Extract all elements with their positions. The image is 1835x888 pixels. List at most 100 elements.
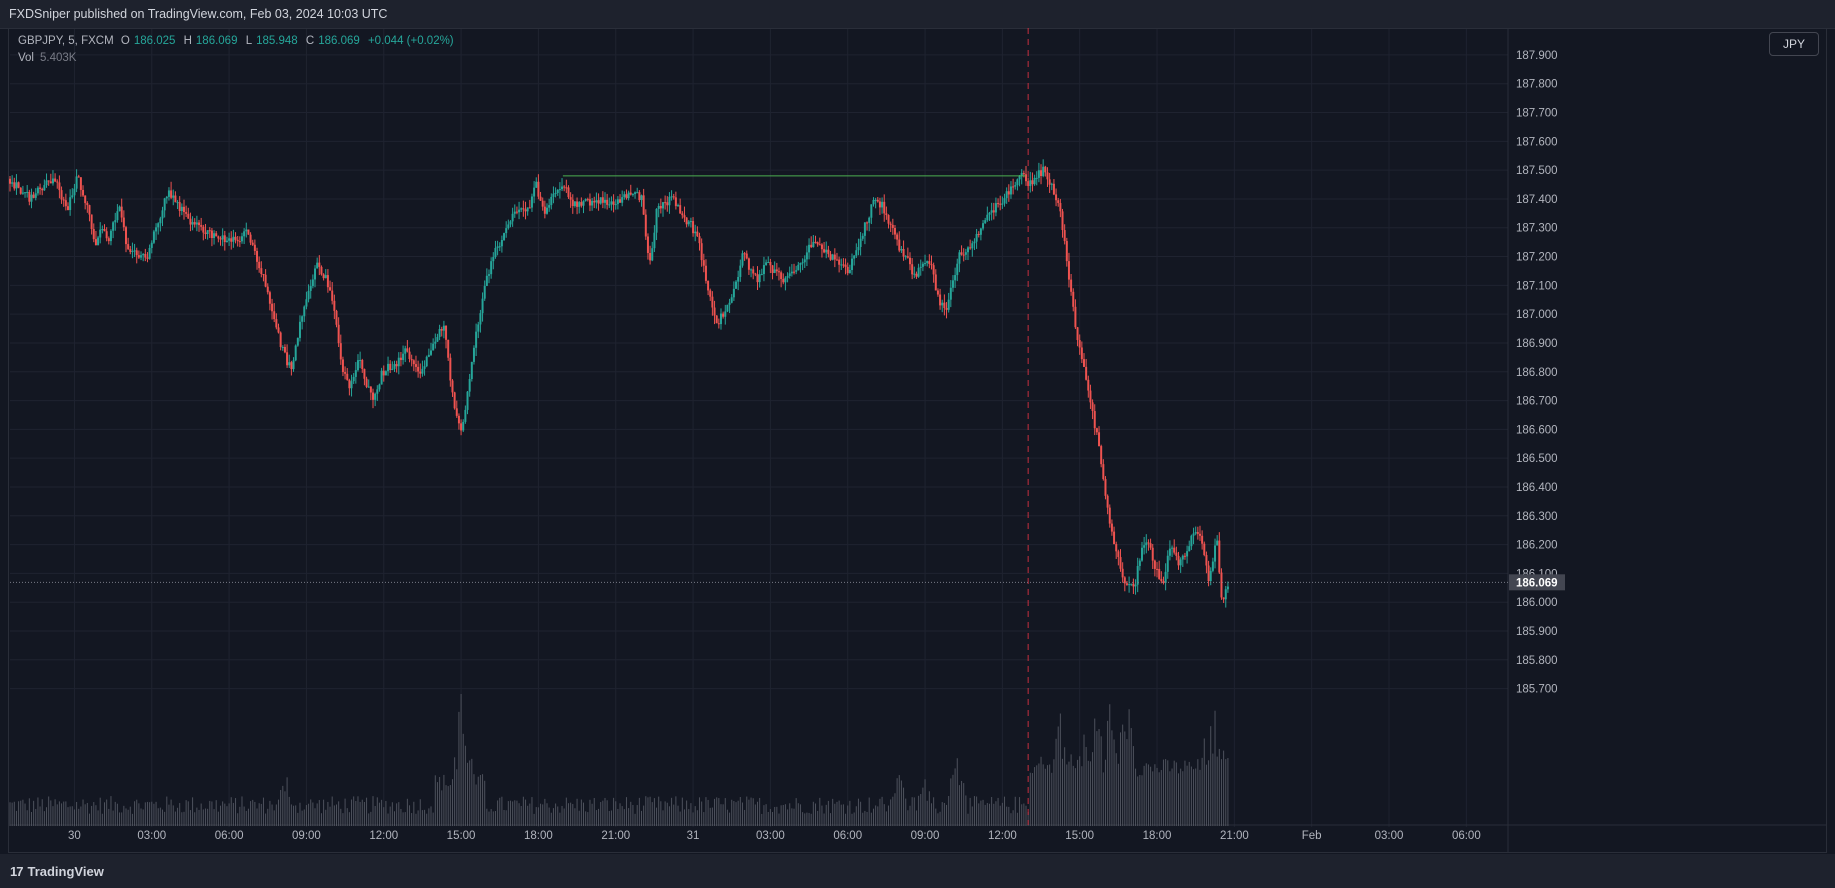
- candle-body: [866, 222, 869, 224]
- candle-body: [1125, 583, 1128, 585]
- candle-body: [750, 269, 753, 271]
- candle-body: [679, 205, 682, 214]
- candle-body: [960, 252, 963, 255]
- candle-body: [743, 253, 746, 255]
- candle-body: [1033, 177, 1036, 185]
- candle-body: [1102, 464, 1105, 480]
- candle-body: [835, 259, 838, 261]
- candle-body: [885, 213, 888, 216]
- symbol-name[interactable]: GBPJPY, 5, FXCM: [18, 35, 114, 47]
- candle-body: [728, 302, 731, 305]
- candle-body: [889, 223, 892, 225]
- candle-body: [1005, 191, 1008, 199]
- candle-body: [1117, 551, 1120, 558]
- candle-body: [427, 354, 430, 357]
- candle-body: [911, 264, 914, 275]
- candle-body: [586, 199, 589, 201]
- published-info: FXDSniper published on TradingView.com, …: [9, 7, 388, 21]
- candle-body: [490, 261, 493, 275]
- candle-body: [909, 257, 912, 265]
- x-tick-label: 03:00: [1375, 830, 1404, 842]
- candle-body: [576, 201, 579, 207]
- candle-body: [533, 187, 536, 197]
- tradingview-logo[interactable]: 17 TradingView: [10, 864, 104, 879]
- candle-body: [204, 232, 207, 235]
- candle-body: [41, 188, 44, 191]
- candle-body: [71, 195, 74, 198]
- candle-body: [215, 233, 218, 237]
- candle-body: [1055, 194, 1058, 201]
- candle-body: [825, 249, 828, 253]
- candle-body: [43, 185, 46, 191]
- x-tick-label: 15:00: [1065, 830, 1094, 842]
- candle-body: [367, 386, 370, 388]
- candle-body: [481, 298, 484, 314]
- candle-body: [253, 244, 256, 251]
- candle-body: [818, 244, 821, 246]
- candle-body: [805, 252, 808, 260]
- candle-body: [1149, 543, 1152, 548]
- volume-bars: [9, 694, 1229, 826]
- candle-body: [881, 201, 884, 208]
- close-label: C: [305, 35, 315, 47]
- candle-body: [492, 257, 495, 262]
- y-tick-label: 187.000: [1516, 309, 1558, 321]
- candle-body: [775, 269, 778, 272]
- candle-body: [571, 199, 574, 207]
- candle-body: [129, 249, 132, 252]
- candle-body: [466, 391, 469, 410]
- candle-body: [681, 213, 684, 216]
- candle-body: [674, 197, 677, 207]
- candle-body: [591, 200, 594, 206]
- candle-body: [747, 258, 750, 270]
- candle-body: [1106, 495, 1109, 508]
- candle-body: [107, 238, 110, 242]
- candle-body: [573, 201, 576, 207]
- candle-body: [314, 268, 317, 280]
- candle-body: [829, 254, 832, 260]
- x-tick-label: 12:00: [369, 830, 398, 842]
- candle-body: [812, 241, 815, 248]
- candle-body: [1168, 548, 1171, 556]
- candle-body: [221, 235, 224, 240]
- candle-body: [707, 280, 710, 291]
- candle-body: [339, 343, 342, 360]
- candle-body: [105, 231, 108, 239]
- candle-body: [810, 244, 813, 248]
- candle-body: [356, 360, 359, 371]
- candle-body: [735, 281, 738, 289]
- candle-body: [737, 276, 740, 282]
- candle-body: [677, 205, 680, 207]
- candle-body: [906, 256, 909, 258]
- candle-body: [702, 260, 705, 266]
- chart-frame[interactable]: [8, 28, 1827, 853]
- candle-body: [526, 207, 529, 212]
- currency-button[interactable]: JPY: [1769, 32, 1819, 56]
- candle-body: [182, 206, 185, 213]
- volume-label[interactable]: Vol: [18, 52, 34, 64]
- candle-body: [309, 286, 312, 291]
- candle-body: [496, 246, 499, 248]
- candle-body: [1095, 428, 1098, 433]
- candle-body: [777, 271, 780, 273]
- candle-body: [1061, 211, 1064, 231]
- candle-body: [460, 423, 463, 431]
- candle-body: [1181, 555, 1184, 560]
- last-price-label: 186.069: [1516, 577, 1558, 589]
- y-tick-label: 187.700: [1516, 108, 1558, 120]
- candle-body: [223, 235, 226, 243]
- candle-body: [1198, 533, 1201, 536]
- candle-body: [838, 259, 841, 265]
- candle-body: [954, 275, 957, 281]
- candle-body: [243, 231, 246, 237]
- close-value: 186.069: [318, 35, 360, 47]
- candle-body: [26, 191, 29, 193]
- candle-body: [369, 386, 372, 393]
- candle-body: [378, 384, 381, 390]
- candle-body: [752, 269, 755, 274]
- candle-body: [685, 217, 688, 225]
- candle-body: [1024, 174, 1027, 182]
- candle-body: [956, 263, 959, 276]
- candle-body: [277, 327, 280, 333]
